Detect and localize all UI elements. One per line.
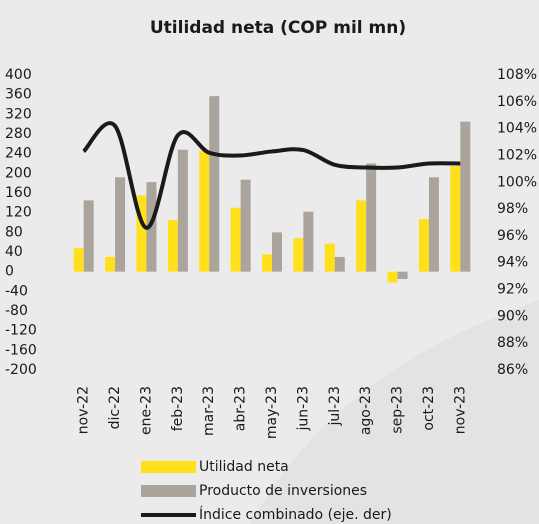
y-tick-label: -200 [5,362,37,378]
x-tick-label: ago-23 [358,386,374,435]
y-tick-label: 280 [5,126,32,142]
background-shape [250,300,539,524]
x-tick-label: mar-23 [201,386,217,436]
bar [167,220,178,272]
y-tick-label: -80 [5,303,28,319]
bar [177,149,188,272]
y2-tick-label: 102% [497,147,537,163]
x-tick-label: jul-23 [327,386,343,427]
y-tick-label: -160 [5,342,37,358]
y2-tick-label: 106% [497,94,537,110]
chart-title: Utilidad neta (COP mil mn) [150,18,406,38]
bar [303,211,314,272]
bar [387,271,398,283]
bar [324,243,335,272]
bar [450,165,461,272]
x-tick-label: nov-23 [452,386,468,434]
bar [293,238,304,272]
bar [428,177,439,272]
bar [397,271,408,280]
y-tick-label: -120 [5,323,37,339]
y2-tick-label: 108% [497,67,537,83]
y-tick-label: 400 [5,67,32,83]
x-tick-label: nov-22 [76,386,92,434]
y-tick-label: -40 [5,283,28,299]
bar [105,256,116,272]
y-tick-label: 240 [5,146,32,162]
bar [73,248,84,272]
y-tick-label: 0 [5,264,14,280]
legend-label: Producto de inversiones [199,483,367,499]
y2-tick-label: 100% [497,174,537,190]
bar [199,151,210,272]
bar [115,177,126,272]
bar [240,179,251,272]
x-tick-label: may-23 [264,386,280,439]
legend-label: Índice combinado (eje. der) [199,506,392,523]
bar [83,200,94,272]
x-tick-label: dic-22 [107,386,123,429]
y2-tick-label: 88% [497,335,528,351]
y-tick-label: 120 [5,205,32,221]
bar [262,254,272,272]
bar [209,96,220,272]
y-tick-label: 200 [5,165,32,181]
bar [230,207,241,272]
bar [356,200,367,272]
y-tick-label: 160 [5,185,32,201]
bar [146,182,157,272]
y2-tick-label: 90% [497,308,528,324]
line [82,121,461,230]
x-tick-label: feb-23 [170,386,186,431]
y2-tick-label: 104% [497,121,537,137]
bar [460,121,471,272]
bar [334,256,345,272]
bar [418,219,429,272]
y2-tick-label: 96% [497,228,528,244]
y2-tick-label: 92% [497,282,528,298]
legend-label: Utilidad neta [199,459,289,475]
x-tick-label: abr-23 [233,386,249,431]
y2-tick-label: 98% [497,201,528,217]
y2-tick-label: 86% [497,362,528,378]
bar [136,195,147,272]
x-tick-label: ene-23 [138,386,154,435]
legend-swatch [141,461,196,473]
y-tick-label: 360 [5,87,32,103]
x-tick-label: sep-23 [390,386,406,434]
y-tick-label: 80 [5,224,23,240]
y-tick-label: 40 [5,244,23,260]
legend-swatch [141,485,196,497]
bar [272,232,282,272]
y-tick-label: 320 [5,106,32,122]
y2-tick-label: 94% [497,255,528,271]
bar [366,163,377,272]
x-tick-label: oct-23 [421,386,437,431]
x-tick-label: jun-23 [295,386,311,432]
